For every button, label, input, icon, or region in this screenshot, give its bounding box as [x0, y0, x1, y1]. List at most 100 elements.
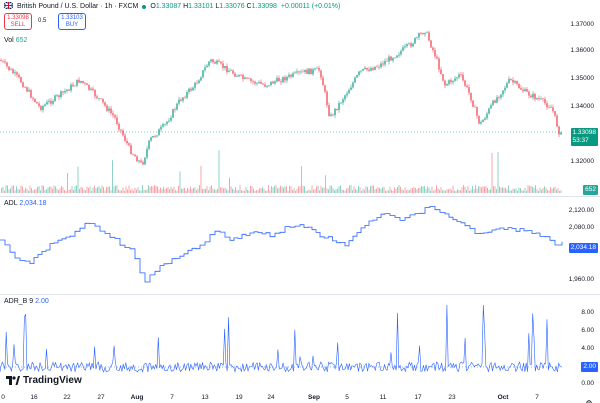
candle-body	[252, 80, 254, 82]
candle-body	[470, 92, 472, 101]
volume-bar	[85, 190, 86, 193]
volume-bar	[23, 190, 25, 193]
settings-icon[interactable]	[585, 394, 593, 403]
volume-bar	[142, 185, 143, 193]
volume-bar	[310, 190, 311, 193]
candle-body	[238, 74, 240, 77]
candle-body	[456, 77, 458, 79]
volume-legend[interactable]: Vol 652	[4, 37, 27, 44]
candle-body	[178, 99, 180, 104]
ohlc-value: 1.33101	[188, 3, 216, 10]
candle-body	[16, 72, 18, 75]
volume-bar	[253, 188, 254, 193]
candle-body	[174, 109, 176, 110]
candle-body	[406, 44, 408, 47]
candle-body	[354, 77, 356, 83]
price-axis-label: 1.34000	[570, 103, 595, 110]
tradingview-logo[interactable]: TradingView	[6, 375, 82, 386]
candle-body	[322, 77, 324, 86]
candle-body	[94, 90, 96, 97]
candle-body	[548, 107, 550, 108]
volume-bar	[196, 190, 197, 193]
candle-body	[482, 119, 484, 123]
volume-bar	[136, 189, 137, 193]
volume-bar	[295, 190, 296, 193]
volume-bar	[554, 186, 556, 193]
volume-bar	[490, 189, 491, 193]
volume-bar	[463, 185, 464, 193]
volume-bar	[394, 187, 395, 193]
last-price: 1.33098	[572, 129, 597, 136]
ohlc-key: O	[150, 3, 156, 10]
pane-divider-adrb[interactable]	[0, 294, 600, 295]
volume-bar	[419, 187, 421, 193]
volume-bar	[433, 190, 434, 193]
candle-body	[210, 59, 212, 62]
volume-bar	[389, 186, 391, 193]
candle-body	[56, 95, 58, 96]
candle-body	[338, 103, 340, 110]
volume-bar	[187, 187, 188, 193]
candle-body	[370, 68, 372, 71]
candle-body	[284, 77, 286, 81]
sell-button[interactable]: 1.33098 SELL	[4, 13, 32, 30]
adrb-value: 2.00	[35, 298, 49, 305]
volume-bar	[248, 190, 250, 193]
volume-bar	[65, 190, 67, 193]
candle-body	[466, 85, 468, 88]
candle-body	[438, 58, 440, 70]
candle-body	[52, 101, 54, 104]
pane-divider-adl[interactable]	[0, 196, 600, 197]
volume-bar	[245, 187, 247, 193]
volume-bar	[494, 186, 496, 193]
volume-bar	[431, 186, 433, 193]
adl-legend[interactable]: ADL 2,034.18	[4, 200, 47, 207]
candle-body	[540, 98, 542, 100]
candle-body	[82, 80, 84, 83]
volume-bar	[68, 190, 70, 193]
candle-body	[286, 76, 288, 81]
candle-body	[118, 123, 120, 130]
symbol-title[interactable]: British Pound / U.S. Dollar · 1h · FXCM	[17, 3, 139, 10]
volume-bar	[22, 186, 23, 193]
candle-body	[6, 62, 8, 67]
volume-bar	[16, 186, 17, 193]
candle-body	[542, 98, 544, 100]
candle-body	[122, 130, 124, 136]
volume-bar	[139, 190, 140, 193]
volume-bar	[323, 187, 325, 193]
candle-body	[26, 87, 28, 92]
candle-body	[146, 148, 148, 158]
volume-bar	[481, 187, 482, 193]
volume-bar	[292, 189, 293, 193]
volume-bar	[305, 190, 307, 193]
candle-body	[36, 101, 38, 104]
candle-body	[176, 103, 178, 110]
volume-bar	[107, 186, 109, 193]
price-axis-label: 1.35000	[570, 75, 595, 82]
adrb-legend[interactable]: ADR_B 9 2.00	[4, 298, 49, 305]
volume-bar	[209, 186, 211, 193]
volume-bar	[268, 185, 269, 193]
volume-bar	[517, 190, 518, 193]
volume-bar	[500, 187, 502, 193]
volume-bar	[173, 186, 175, 193]
candle-body	[458, 74, 460, 78]
volume-bar	[13, 185, 14, 193]
volume-bar	[86, 186, 88, 193]
candle-body	[206, 65, 208, 68]
candle-body	[256, 82, 258, 84]
volume-bar	[20, 185, 22, 193]
volume-bar	[424, 186, 425, 193]
volume-bar	[172, 188, 173, 193]
volume-bar	[346, 188, 347, 193]
candle-body	[480, 122, 482, 124]
volume-bar	[214, 189, 215, 193]
buy-button[interactable]: 1.33103 BUY	[58, 13, 86, 30]
brand-name: TradingView	[23, 375, 82, 386]
ohlc-key: L	[215, 3, 220, 10]
candle-body	[434, 50, 436, 57]
volume-bar	[349, 185, 350, 193]
volume-bar	[298, 186, 299, 193]
